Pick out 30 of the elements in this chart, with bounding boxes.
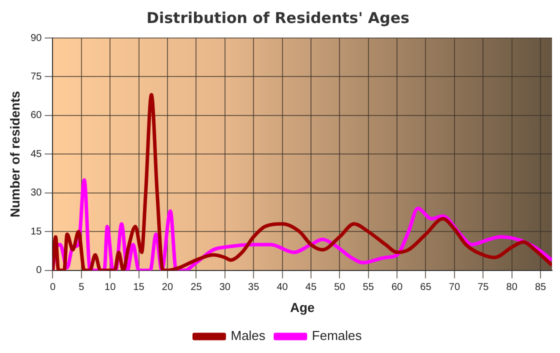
x-tick-label: 45 — [305, 282, 317, 294]
x-tick-label: 50 — [334, 282, 346, 294]
x-tick-label: 40 — [276, 282, 288, 294]
y-tick-label: 90 — [30, 32, 42, 44]
x-tick-label: 65 — [420, 282, 432, 294]
y-tick-label: 45 — [30, 148, 42, 160]
chart-title: Distribution of Residents' Ages — [146, 8, 410, 27]
x-tick-label: 0 — [50, 282, 56, 294]
y-tick-label: 30 — [30, 188, 42, 199]
x-tick-label: 35 — [248, 282, 260, 294]
x-tick-label: 85 — [534, 282, 547, 294]
x-tick-label: 70 — [448, 282, 460, 294]
x-tick-label: 15 — [133, 282, 145, 294]
x-tick-label: 5 — [78, 282, 85, 294]
x-tick-label: 20 — [162, 282, 174, 294]
x-tick-label: 80 — [506, 282, 518, 294]
y-tick-label: 60 — [30, 110, 42, 122]
x-tick-label: 55 — [362, 282, 374, 294]
y-axis-title: Number of residents — [7, 90, 22, 218]
y-tick-label: 15 — [30, 226, 42, 238]
x-tick-label: 25 — [190, 282, 202, 294]
x-tick-label: 30 — [219, 282, 231, 294]
x-axis-title: Age — [290, 300, 315, 315]
x-tick-label: 60 — [391, 282, 404, 294]
x-tick-label: 10 — [104, 282, 116, 294]
x-tick-label: 75 — [478, 282, 490, 294]
y-tick-label: 75 — [30, 71, 42, 82]
legend-label: Females — [312, 328, 362, 344]
y-tick-label: 0 — [36, 265, 42, 276]
legend-label: Males — [230, 328, 266, 344]
